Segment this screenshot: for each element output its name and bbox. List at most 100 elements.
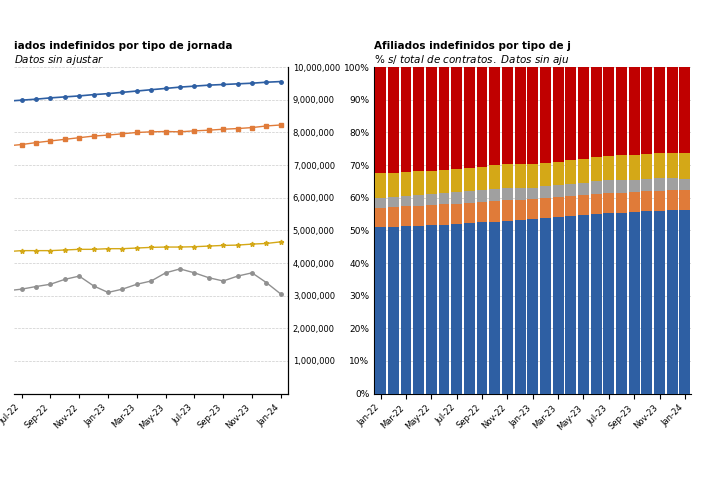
Bar [667, 190, 678, 210]
Bar [426, 67, 437, 171]
Bar [553, 185, 564, 197]
Bar [540, 186, 551, 198]
Bar [642, 191, 652, 212]
Bar [553, 217, 564, 394]
Bar [591, 215, 601, 394]
Bar [413, 205, 424, 226]
Bar [680, 67, 690, 154]
Bar [642, 154, 652, 179]
Bar [667, 153, 678, 178]
Bar [375, 67, 386, 173]
Bar [401, 67, 411, 172]
Bar [654, 211, 665, 394]
Bar [401, 196, 411, 206]
Bar [413, 171, 424, 195]
Bar [540, 67, 551, 163]
Text: Afiliados indefinidos por tipo de j
$\it{\%\ s/\ total\ de\ contratos.\ Datos\ s: Afiliados indefinidos por tipo de j $\it… [374, 41, 571, 67]
Bar [616, 155, 627, 180]
Bar [401, 172, 411, 196]
Bar [654, 191, 665, 211]
Bar [565, 196, 576, 216]
Bar [490, 189, 500, 201]
Bar [616, 180, 627, 192]
Bar [464, 67, 474, 168]
Bar [603, 67, 614, 156]
Bar [578, 67, 589, 158]
Bar [629, 67, 639, 155]
Bar [565, 216, 576, 394]
Bar [591, 157, 601, 181]
Bar [654, 178, 665, 191]
Bar [451, 224, 462, 394]
Bar [464, 223, 474, 394]
Bar [451, 192, 462, 204]
Bar [642, 179, 652, 191]
Bar [528, 199, 538, 219]
Bar [477, 67, 487, 167]
Bar [490, 201, 500, 222]
Bar [502, 221, 513, 394]
Bar [464, 168, 474, 191]
Bar [654, 153, 665, 178]
Bar [616, 213, 627, 394]
Bar [629, 192, 639, 212]
Bar [388, 207, 399, 227]
Bar [502, 67, 513, 164]
Bar [515, 164, 526, 188]
Bar [553, 162, 564, 185]
Bar [464, 203, 474, 223]
Bar [629, 212, 639, 394]
Bar [515, 200, 526, 220]
Bar [477, 222, 487, 394]
Bar [680, 210, 690, 394]
Bar [502, 164, 513, 188]
Bar [401, 206, 411, 227]
Bar [413, 195, 424, 205]
Bar [553, 67, 564, 162]
Bar [616, 67, 627, 155]
Bar [616, 192, 627, 213]
Bar [438, 193, 449, 204]
Bar [654, 67, 665, 153]
Bar [490, 67, 500, 166]
Bar [477, 167, 487, 190]
Bar [565, 160, 576, 184]
Bar [438, 204, 449, 225]
Bar [515, 67, 526, 164]
Bar [388, 67, 399, 173]
Bar [401, 227, 411, 394]
Bar [528, 67, 538, 164]
Bar [451, 168, 462, 192]
Bar [438, 170, 449, 193]
Bar [680, 179, 690, 190]
Bar [477, 190, 487, 202]
Bar [528, 188, 538, 199]
Bar [528, 219, 538, 394]
Bar [667, 178, 678, 190]
Bar [642, 67, 652, 154]
Bar [438, 225, 449, 394]
Bar [591, 181, 601, 194]
Bar [388, 197, 399, 207]
Bar [477, 202, 487, 222]
Bar [578, 158, 589, 183]
Text: iados indefinidos por tipo de jornada
$\it{Datos\ sin\ ajustar}$: iados indefinidos por tipo de jornada $\… [14, 41, 233, 67]
Bar [528, 164, 538, 188]
Bar [375, 207, 386, 227]
Bar [490, 166, 500, 189]
Bar [603, 180, 614, 193]
Bar [502, 200, 513, 221]
Bar [667, 67, 678, 153]
Bar [642, 212, 652, 394]
Bar [375, 227, 386, 394]
Bar [426, 194, 437, 205]
Bar [565, 67, 576, 160]
Bar [502, 188, 513, 200]
Bar [603, 156, 614, 180]
Bar [451, 67, 462, 168]
Bar [680, 154, 690, 179]
Bar [629, 180, 639, 192]
Bar [565, 184, 576, 196]
Bar [388, 173, 399, 197]
Bar [578, 195, 589, 216]
